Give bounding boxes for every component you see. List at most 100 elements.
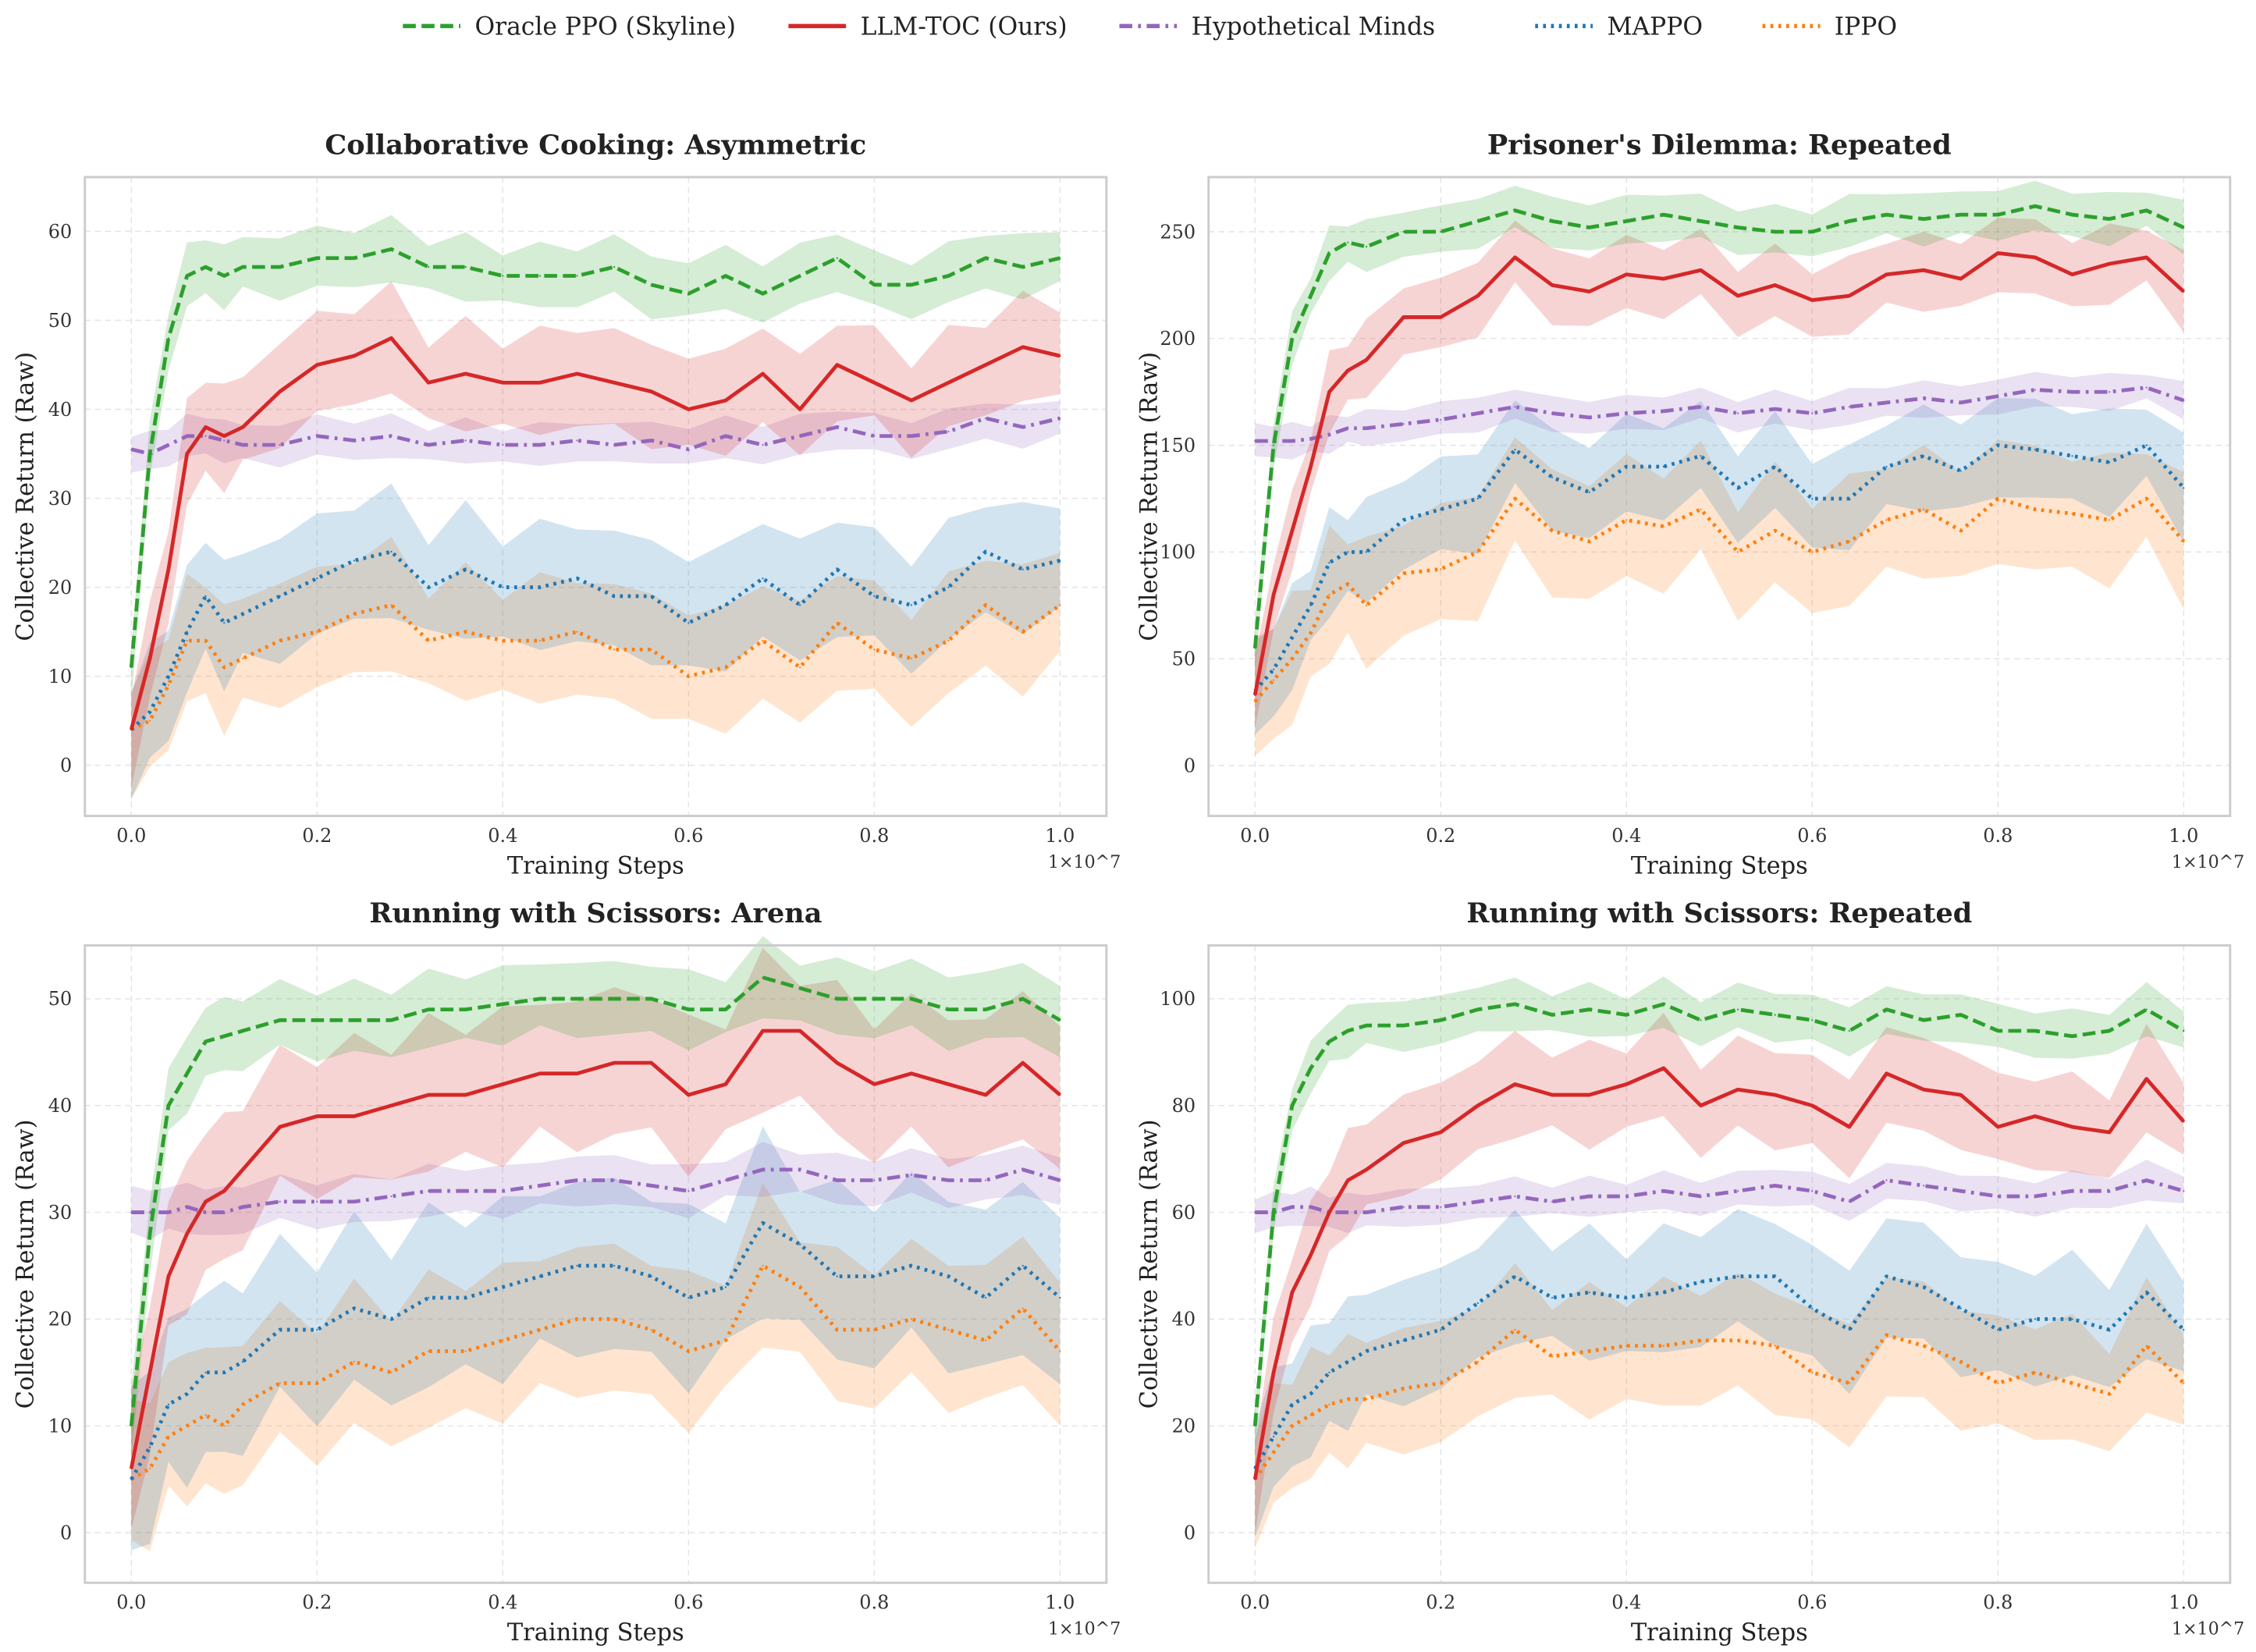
- point-hm: [1736, 412, 1739, 414]
- x-tick-label: 0.4: [1611, 1591, 1641, 1613]
- point-llm: [1848, 1126, 1850, 1128]
- point-llm: [390, 1104, 393, 1107]
- band-ippo: [1255, 437, 2184, 756]
- point-ippo: [1736, 551, 1739, 553]
- point-mappo: [148, 1446, 151, 1448]
- point-oracle: [1254, 1425, 1256, 1427]
- point-hm: [947, 1179, 950, 1181]
- point-mappo: [1811, 497, 1814, 500]
- point-hm: [985, 417, 987, 420]
- point-llm: [130, 1467, 133, 1470]
- y-tick-label: 10: [48, 1415, 72, 1437]
- point-hm: [576, 439, 578, 442]
- point-llm: [538, 382, 542, 384]
- point-ippo: [1059, 1350, 1061, 1352]
- point-ippo: [1272, 679, 1275, 681]
- point-llm: [538, 1072, 542, 1075]
- point-oracle: [1662, 214, 1664, 216]
- x-tick-label: 1.0: [1045, 825, 1075, 847]
- point-hm: [353, 1200, 356, 1203]
- point-ippo: [502, 1339, 504, 1341]
- point-oracle: [1959, 214, 1962, 216]
- point-llm: [947, 1083, 950, 1085]
- point-oracle: [947, 275, 950, 277]
- point-ippo: [1959, 1361, 1962, 1363]
- line-ippo: [1253, 1327, 2186, 1480]
- point-mappo: [1588, 491, 1590, 493]
- point-ippo: [650, 648, 652, 651]
- point-oracle: [2145, 209, 2148, 211]
- point-hm: [1625, 412, 1628, 414]
- point-hm: [762, 444, 764, 446]
- point-oracle: [1662, 1003, 1664, 1005]
- point-oracle: [130, 666, 133, 669]
- point-llm: [985, 1093, 987, 1096]
- band-oracle: [131, 936, 1060, 1457]
- point-ippo: [910, 1318, 913, 1320]
- point-oracle: [1059, 257, 1061, 259]
- point-mappo: [1997, 1328, 1999, 1331]
- series-mappo: [1253, 1274, 2186, 1470]
- point-ippo: [1021, 631, 1024, 633]
- point-oracle: [502, 1003, 504, 1005]
- point-hm: [1347, 427, 1349, 429]
- point-ippo: [2183, 540, 2185, 542]
- point-llm: [241, 426, 244, 428]
- point-mappo: [1365, 551, 1368, 553]
- point-mappo: [2108, 1328, 2111, 1331]
- point-mappo: [1811, 1307, 1814, 1309]
- point-llm: [279, 1126, 281, 1128]
- point-oracle: [1588, 1008, 1590, 1011]
- y-tick-label: 200: [1160, 328, 1196, 350]
- point-oracle: [223, 1035, 226, 1037]
- point-oracle: [2034, 1029, 2037, 1032]
- band-hm: [131, 1142, 1060, 1240]
- point-oracle: [762, 293, 764, 295]
- point-ippo: [1959, 529, 1962, 532]
- point-ippo: [2183, 1382, 2185, 1384]
- point-ippo: [2071, 1382, 2073, 1384]
- point-llm: [613, 382, 616, 384]
- point-llm: [204, 1200, 207, 1203]
- point-oracle: [1959, 1014, 1962, 1016]
- point-ippo: [2145, 1345, 2148, 1347]
- legend-item-llm: LLM-TOC (Ours): [788, 12, 1068, 41]
- point-llm: [186, 1232, 188, 1235]
- point-ippo: [1476, 551, 1479, 553]
- axes-frame: [1207, 176, 2232, 818]
- point-hm: [167, 1211, 169, 1213]
- point-ippo: [353, 613, 356, 615]
- point-oracle: [650, 283, 652, 286]
- point-ippo: [538, 1328, 542, 1331]
- point-oracle: [2108, 218, 2111, 220]
- band-llm: [131, 947, 1060, 1529]
- series-llm: [129, 1029, 1061, 1470]
- point-llm: [1736, 1089, 1739, 1091]
- point-oracle: [390, 1019, 393, 1021]
- point-oracle: [1551, 1014, 1554, 1016]
- point-oracle: [650, 997, 652, 1000]
- point-hm: [985, 1179, 987, 1181]
- point-mappo: [1588, 1291, 1590, 1294]
- y-tick-label: 50: [48, 988, 72, 1010]
- point-oracle: [223, 275, 226, 277]
- point-hm: [613, 1179, 616, 1181]
- point-mappo: [130, 1478, 133, 1480]
- point-ippo: [186, 639, 188, 642]
- point-mappo: [2034, 448, 2037, 451]
- point-oracle: [1700, 220, 1702, 222]
- point-ippo: [390, 1371, 393, 1373]
- point-ippo: [910, 657, 913, 659]
- point-oracle: [836, 257, 838, 259]
- point-hm: [130, 448, 133, 450]
- point-llm: [223, 1190, 226, 1192]
- point-oracle: [1328, 252, 1331, 254]
- point-hm: [316, 1200, 318, 1203]
- x-tick-label: 0.8: [859, 825, 889, 847]
- point-mappo: [279, 595, 281, 598]
- point-hm: [1885, 401, 1888, 404]
- point-mappo: [538, 586, 542, 588]
- point-llm: [1811, 1104, 1814, 1107]
- point-hm: [873, 435, 876, 437]
- point-ippo: [1402, 572, 1405, 574]
